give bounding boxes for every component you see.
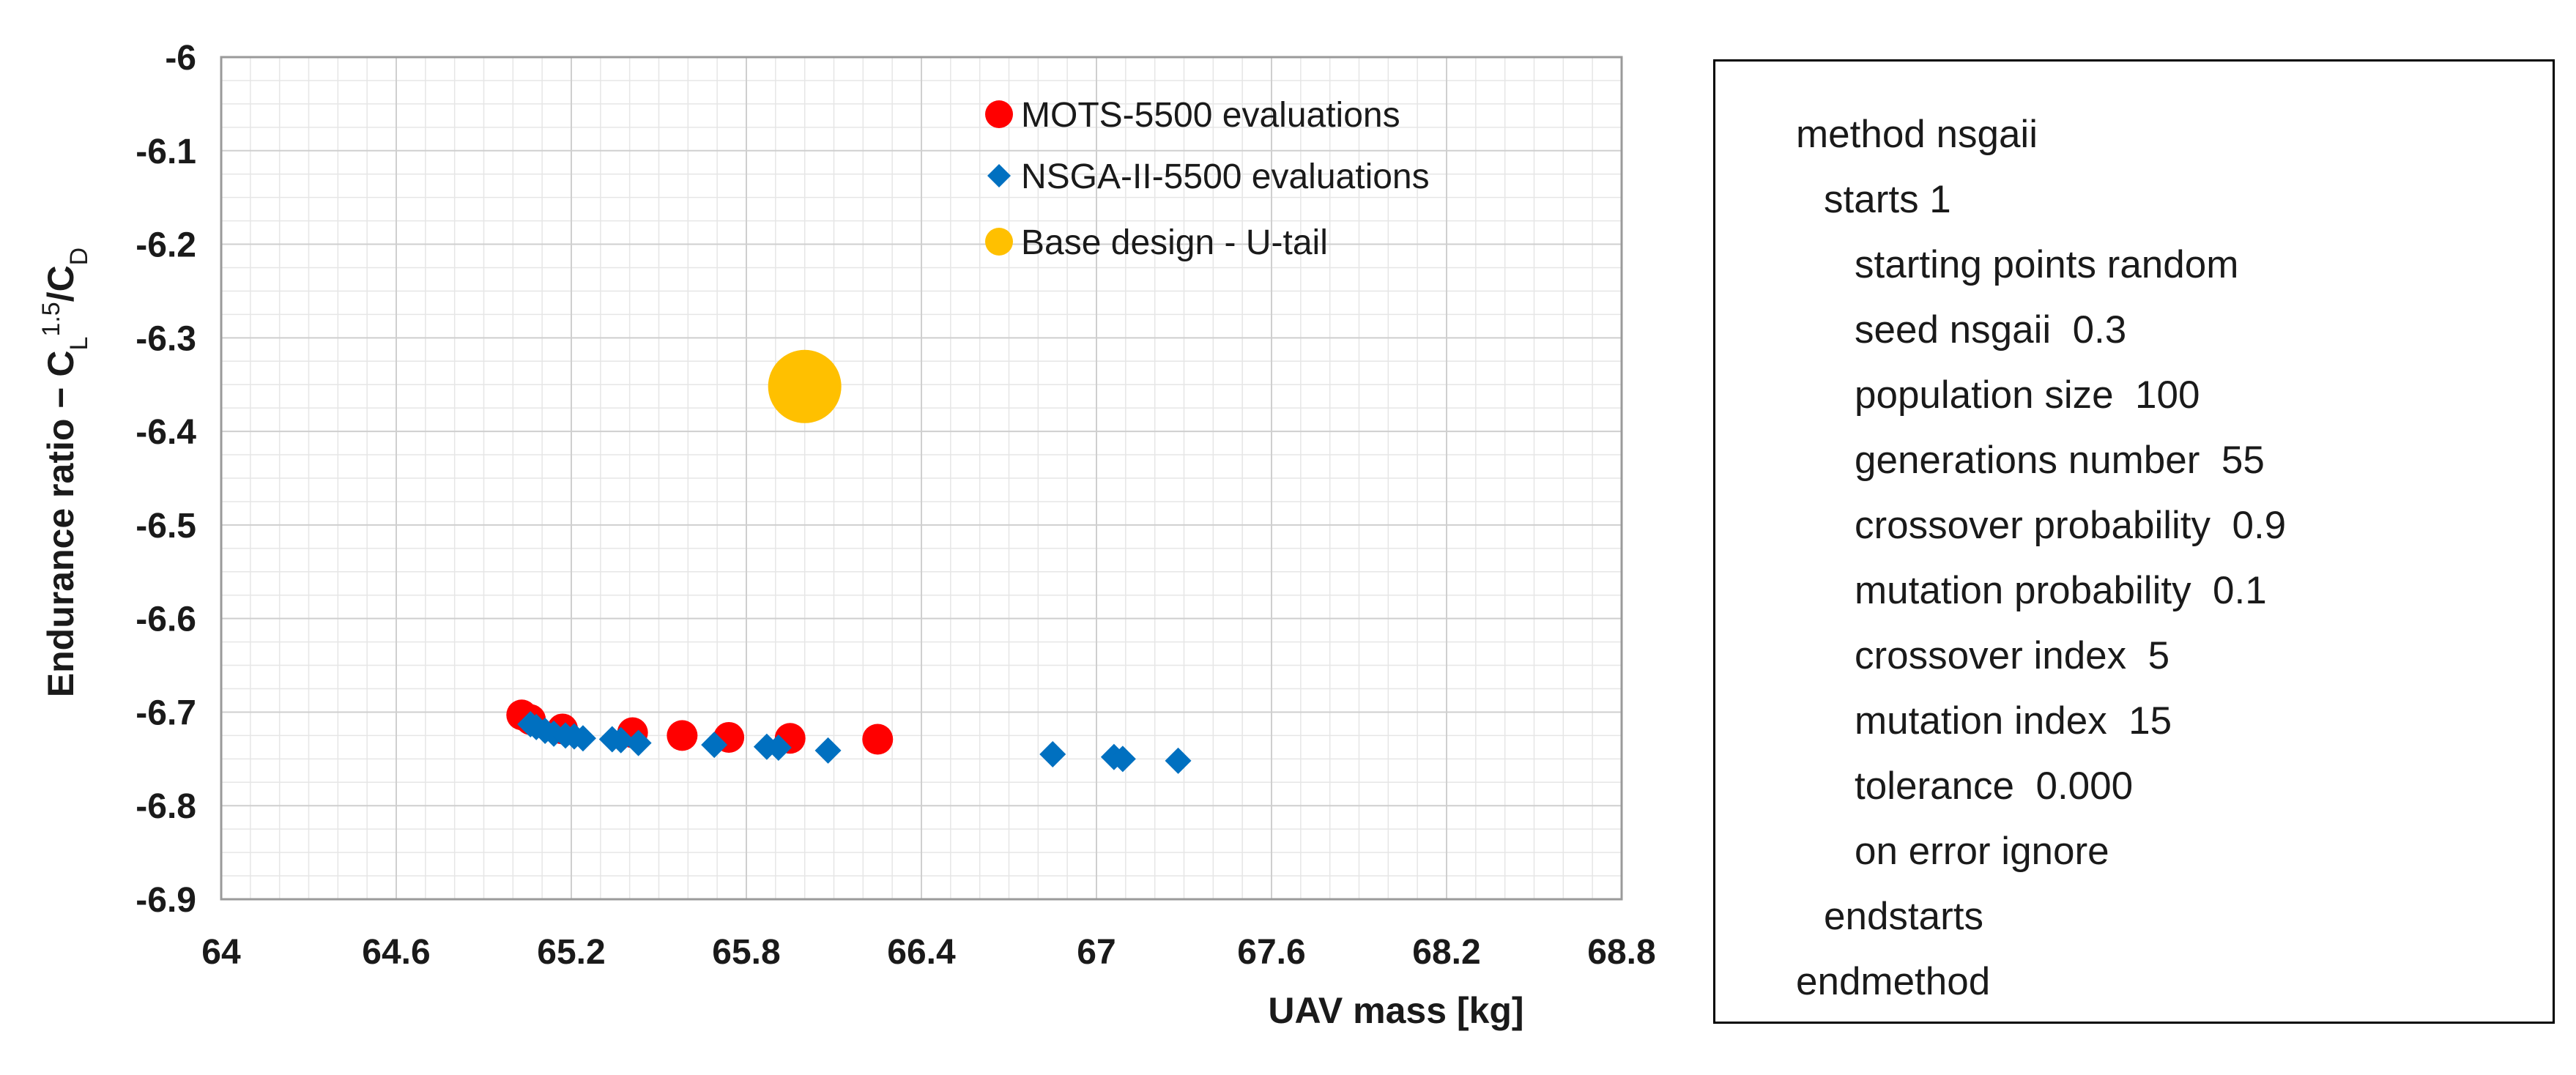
x-tick-label: 67 bbox=[1077, 933, 1116, 972]
config-line: population size 100 bbox=[1855, 373, 2200, 417]
config-line: endstarts bbox=[1824, 895, 1984, 938]
plot-area-frame bbox=[220, 56, 1623, 901]
y-tick-label: -6.3 bbox=[136, 319, 196, 358]
config-line: seed nsgaii 0.3 bbox=[1855, 308, 2127, 351]
method-config-lines: method nsgaii starts 1 starting points ran… bbox=[1796, 102, 2286, 1014]
x-axis-title: UAV mass [kg] bbox=[1268, 990, 1523, 1031]
legend: MOTS-5500 evaluations NSGA-II-5500 evalua… bbox=[985, 96, 1430, 262]
x-tick-label: 64 bbox=[201, 933, 241, 972]
legend-label: Base design - U-tail bbox=[1021, 223, 1328, 262]
y-axis-title: Endurance ratio − CL1.5/CD bbox=[37, 248, 93, 697]
legend-label: MOTS-5500 evaluations bbox=[1021, 96, 1400, 135]
x-tick-label: 64.6 bbox=[362, 933, 430, 972]
config-line: method nsgaii bbox=[1796, 113, 2038, 156]
x-tick-label: 68.2 bbox=[1412, 933, 1480, 972]
y-tick-label: -6.5 bbox=[136, 507, 196, 546]
x-tick-label: 65.8 bbox=[712, 933, 780, 972]
y-axis-title-sub-l: L bbox=[65, 337, 93, 351]
legend-marker bbox=[987, 164, 1011, 187]
config-line: starting points random bbox=[1855, 243, 2239, 286]
y-tick-label: -6.8 bbox=[136, 787, 196, 826]
legend-item-mots: MOTS-5500 evaluations bbox=[985, 96, 1400, 135]
config-line: endmethod bbox=[1796, 960, 1991, 1003]
x-tick-label: 65.2 bbox=[537, 933, 605, 972]
config-line: crossover index 5 bbox=[1855, 634, 2170, 677]
nsga-ii-point bbox=[1039, 740, 1066, 767]
y-tick-label: -6.9 bbox=[136, 881, 196, 920]
x-tick-label: 66.4 bbox=[887, 933, 956, 972]
legend-item-base-design: Base design - U-tail bbox=[985, 223, 1328, 262]
method-config-box: method nsgaii starts 1 starting points ran… bbox=[1713, 59, 2555, 1024]
nsga-ii-point bbox=[1109, 745, 1136, 773]
data-points bbox=[506, 349, 1192, 774]
nsga-ii-point bbox=[607, 726, 634, 754]
y-axis-title-sup: 1.5 bbox=[37, 302, 65, 336]
x-axis-ticks: 64 64.6 65.2 65.8 66.4 67 67.6 68.2 68.8 bbox=[201, 933, 1655, 972]
legend-marker bbox=[985, 228, 1013, 256]
config-line: mutation probability 0.1 bbox=[1855, 569, 2267, 612]
nsga-ii-point bbox=[569, 725, 596, 752]
base-design-point bbox=[768, 349, 842, 423]
y-axis-title-sub-d: D bbox=[65, 248, 93, 266]
y-axis-ticks: -6 -6.1 -6.2 -6.3 -6.4 -6.5 -6.6 -6.7 -6.8 -6.9 bbox=[136, 39, 196, 920]
nsga-ii-point bbox=[701, 732, 728, 759]
y-axis-title-prefix: Endurance ratio − C bbox=[40, 351, 81, 698]
nsga-ii-point bbox=[765, 734, 792, 761]
nsga-ii-point bbox=[1165, 747, 1192, 774]
y-tick-label: -6.4 bbox=[136, 413, 196, 452]
y-tick-label: -6.7 bbox=[136, 693, 196, 732]
config-line: on error ignore bbox=[1855, 830, 2109, 873]
legend-label: NSGA-II-5500 evaluations bbox=[1021, 157, 1430, 196]
config-line: starts 1 bbox=[1824, 178, 1951, 221]
config-line: mutation index 15 bbox=[1855, 699, 2172, 743]
nsga-ii-point bbox=[814, 737, 842, 764]
x-tick-label: 67.6 bbox=[1237, 933, 1305, 972]
y-tick-label: -6.6 bbox=[136, 600, 196, 639]
legend-item-nsga-ii: NSGA-II-5500 evaluations bbox=[987, 157, 1430, 196]
config-line: generations number 55 bbox=[1855, 439, 2265, 482]
nsga-ii-point bbox=[625, 729, 652, 756]
x-tick-label: 68.8 bbox=[1587, 933, 1655, 972]
y-tick-label: -6.2 bbox=[136, 226, 196, 265]
mots-point bbox=[862, 724, 894, 755]
config-line: tolerance 0.000 bbox=[1855, 765, 2134, 808]
y-tick-label: -6.1 bbox=[136, 133, 196, 171]
mots-point bbox=[667, 720, 698, 751]
config-line: crossover probability 0.9 bbox=[1855, 504, 2287, 547]
legend-marker bbox=[985, 100, 1013, 128]
scatter-chart: -6 -6.1 -6.2 -6.3 -6.4 -6.5 -6.6 -6.7 -6.8 -6.9 6… bbox=[37, 39, 1656, 1031]
y-axis-title-slash: /C bbox=[40, 265, 81, 302]
y-tick-label: -6 bbox=[165, 39, 196, 78]
